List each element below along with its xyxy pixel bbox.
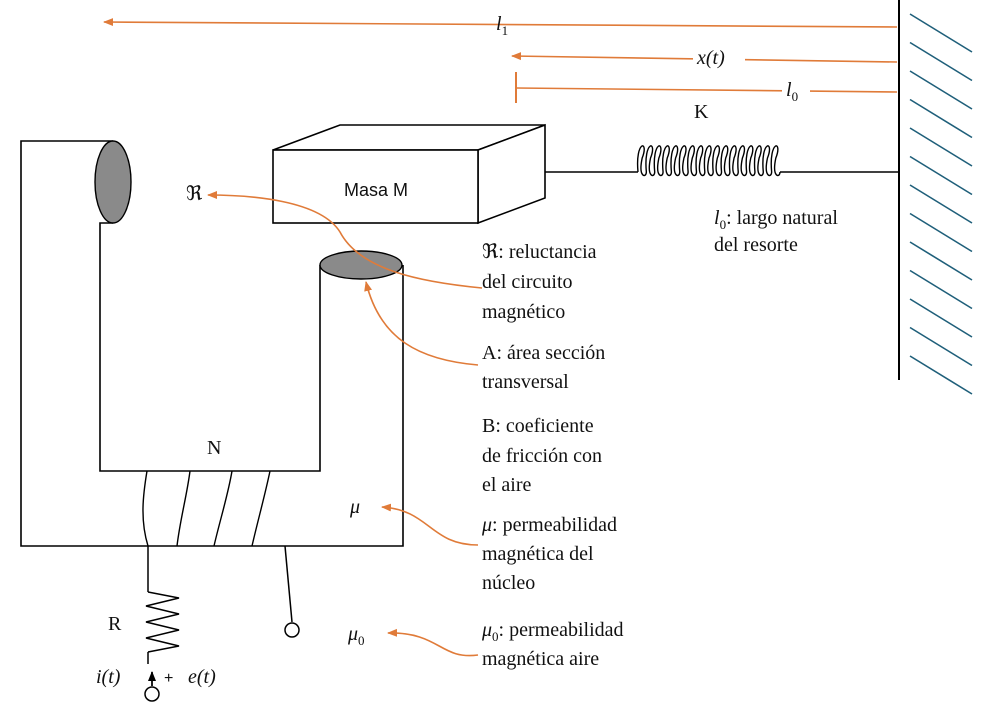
hatch-line [909,355,973,395]
reluctance-note-line2: del circuito [482,271,573,293]
wall [898,0,973,395]
dimension-l0: l0 [515,72,898,104]
dimension-x-label: x(t) [696,47,725,69]
hatch-line [909,70,973,110]
mass-block [272,123,546,225]
hatch-line [909,98,973,139]
l0-note: l0: largo natural del resorte [714,207,838,256]
magnetic-core [20,140,404,547]
mu0-arrow [387,628,479,657]
mu-arrow [381,503,479,546]
resistor-label: R [108,613,122,635]
reluctance-arrow [207,191,483,289]
plus-label: + [164,670,173,687]
coil-windings [142,470,271,547]
turns-label: N [207,437,221,459]
reluctance-note-line1: ℜ: reluctancia [482,241,597,263]
mu0-note-line1: μ0: permeabilidad [481,619,624,644]
wall-hatching [909,13,973,395]
mass-label: Masa M [344,180,408,200]
friction-note: B: coeficiente de fricción con el aire [482,415,602,496]
friction-note-line3: el aire [482,474,532,496]
source-label: e(t) [188,666,216,688]
mu0-note: μ0: permeabilidad magnética aire [481,619,624,670]
hatch-line [909,326,973,367]
hatch-line [909,241,973,281]
mu0-note-line2: magnética aire [482,648,599,670]
mu-note-line3: núcleo [482,572,535,594]
area-note-line1: A: área sección [482,342,605,364]
left-pole-face [94,140,132,224]
hatch-line [909,184,973,224]
hatch-line [909,298,973,338]
dimension-l1-label: l1 [496,13,508,38]
source-terminal-positive [284,622,300,638]
hatch-line [909,127,973,167]
friction-note-line1: B: coeficiente [482,415,594,437]
hatch-line [909,41,973,82]
spring-label: K [694,101,709,123]
area-note-line2: transversal [482,371,569,393]
circuit [145,545,293,686]
reluctance-symbol: ℜ [186,183,203,205]
annotation-arrows [207,191,483,657]
reluctance-note: ℜ: reluctancia del circuito magnético [482,241,597,323]
reluctance-note-line3: magnético [482,301,565,323]
hatch-line [909,13,973,53]
mu-note: μ: permeabilidad magnética del núcleo [481,514,617,594]
l0-note-line2: del resorte [714,234,798,256]
l0-note-line1: l0: largo natural [714,207,838,232]
mu-note-line1: μ: permeabilidad [481,514,617,536]
spring: K [516,101,899,177]
dimension-l1: l1 [103,13,898,38]
area-arrow [364,281,479,366]
hatch-line [909,212,973,253]
friction-note-line2: de fricción con [482,445,602,467]
right-pole-face [319,250,403,280]
mu0-symbol: μ0 [347,623,365,648]
hatch-line [909,155,973,196]
current-label: i(t) [96,666,121,688]
hatch-line [909,269,973,310]
mu-note-line2: magnética del [482,543,594,565]
source-terminal-negative [144,686,160,702]
dimension-x: x(t) [511,44,898,70]
spring-coil [636,145,781,177]
mu-symbol: μ [349,496,360,518]
area-note: A: área sección transversal [482,342,605,393]
dimension-l0-label: l0 [786,79,798,104]
